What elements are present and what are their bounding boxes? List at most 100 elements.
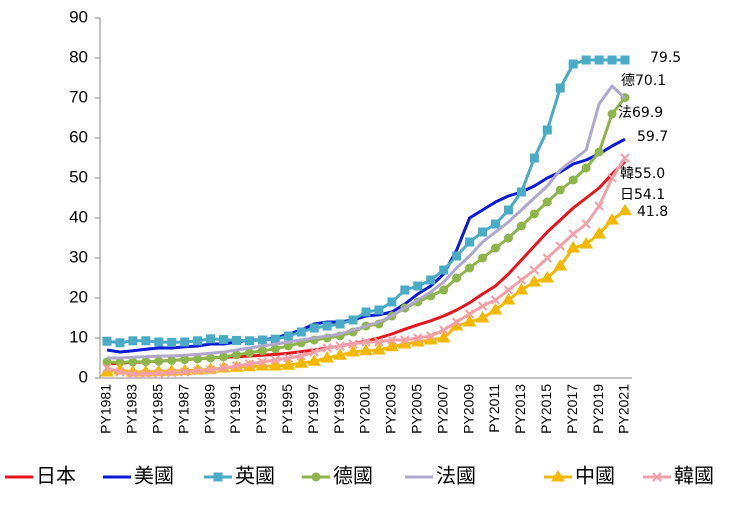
marker bbox=[385, 339, 399, 352]
marker bbox=[478, 227, 488, 237]
legend-label: 美國 bbox=[134, 464, 174, 488]
marker bbox=[294, 356, 309, 368]
marker bbox=[180, 337, 190, 347]
marker bbox=[568, 229, 578, 239]
x-tick-label: PY2013 bbox=[512, 384, 528, 434]
marker bbox=[542, 253, 553, 263]
marker bbox=[167, 337, 177, 347]
marker bbox=[439, 285, 449, 295]
marker bbox=[594, 147, 604, 157]
marker bbox=[581, 55, 591, 65]
marker bbox=[475, 311, 490, 323]
y-tick-label: 60 bbox=[69, 127, 88, 146]
legend-label: 日本 bbox=[36, 464, 76, 488]
y-tick-label: 40 bbox=[69, 207, 88, 226]
series bbox=[106, 160, 627, 366]
marker bbox=[387, 297, 397, 307]
marker bbox=[478, 253, 488, 263]
marker bbox=[400, 335, 410, 345]
series bbox=[102, 55, 630, 348]
x-tick-label: PY1993 bbox=[253, 384, 269, 434]
marker bbox=[311, 472, 321, 482]
marker bbox=[205, 365, 216, 375]
marker bbox=[335, 341, 345, 351]
marker bbox=[244, 359, 255, 369]
marker bbox=[167, 355, 177, 365]
marker bbox=[464, 309, 475, 319]
marker bbox=[333, 348, 347, 360]
marker bbox=[439, 265, 449, 275]
marker bbox=[320, 351, 335, 363]
data-label: 韓55.0 bbox=[620, 166, 665, 182]
x-tick-label: PY2009 bbox=[460, 384, 476, 434]
marker bbox=[516, 221, 526, 231]
legend-item: 德國 bbox=[302, 464, 373, 488]
marker bbox=[540, 271, 555, 283]
marker bbox=[128, 357, 138, 367]
marker bbox=[465, 237, 475, 247]
y-tick-label: 80 bbox=[69, 47, 88, 66]
marker bbox=[281, 358, 296, 370]
data-label: 德70.1 bbox=[621, 73, 666, 89]
marker bbox=[322, 321, 332, 331]
legend-label: 英國 bbox=[235, 464, 275, 488]
legend-item: 英國 bbox=[204, 464, 275, 488]
marker bbox=[128, 369, 138, 379]
y-tick-label: 90 bbox=[69, 7, 88, 26]
marker bbox=[309, 347, 319, 357]
legend-label: 法國 bbox=[436, 464, 476, 488]
marker bbox=[620, 55, 630, 65]
marker bbox=[568, 59, 578, 69]
marker bbox=[309, 323, 319, 333]
marker bbox=[514, 283, 529, 295]
x-tick-label: PY2019 bbox=[590, 384, 606, 434]
marker bbox=[462, 315, 477, 327]
marker bbox=[179, 367, 190, 377]
y-tick-label: 0 bbox=[79, 367, 88, 386]
marker bbox=[451, 317, 462, 327]
marker bbox=[115, 367, 125, 377]
marker bbox=[477, 301, 488, 311]
marker bbox=[592, 227, 606, 239]
marker bbox=[128, 336, 138, 346]
marker bbox=[167, 368, 177, 378]
marker bbox=[102, 363, 112, 373]
marker bbox=[232, 350, 241, 360]
marker bbox=[553, 259, 568, 271]
marker bbox=[270, 334, 280, 344]
marker bbox=[307, 354, 322, 366]
marker bbox=[503, 233, 513, 243]
marker bbox=[516, 275, 527, 285]
x-tick-label: PY2017 bbox=[564, 384, 580, 434]
marker bbox=[605, 213, 619, 225]
legend-item: 中國 bbox=[544, 464, 615, 488]
marker bbox=[488, 303, 503, 315]
marker bbox=[296, 351, 306, 361]
marker bbox=[374, 305, 384, 315]
marker bbox=[555, 241, 565, 251]
marker bbox=[413, 281, 423, 291]
x-tick-label: PY1981 bbox=[98, 384, 114, 434]
marker bbox=[244, 348, 254, 358]
marker bbox=[270, 344, 280, 354]
x-tick-label: PY2015 bbox=[538, 384, 554, 434]
marker bbox=[348, 339, 358, 349]
marker bbox=[618, 203, 632, 216]
legend-label: 中國 bbox=[575, 464, 615, 488]
marker bbox=[579, 237, 594, 249]
marker bbox=[465, 263, 475, 273]
marker bbox=[257, 346, 267, 356]
marker bbox=[529, 153, 539, 163]
marker bbox=[219, 335, 229, 345]
marker bbox=[193, 336, 203, 346]
marker bbox=[141, 336, 151, 346]
marker bbox=[529, 265, 540, 275]
marker bbox=[387, 335, 397, 345]
x-tick-label: PY1987 bbox=[175, 384, 191, 434]
legend-item: 日本 bbox=[5, 464, 76, 488]
marker bbox=[568, 175, 578, 185]
marker bbox=[542, 125, 552, 135]
marker bbox=[503, 285, 514, 295]
marker bbox=[283, 331, 293, 341]
x-tick-label: PY2005 bbox=[409, 384, 425, 434]
